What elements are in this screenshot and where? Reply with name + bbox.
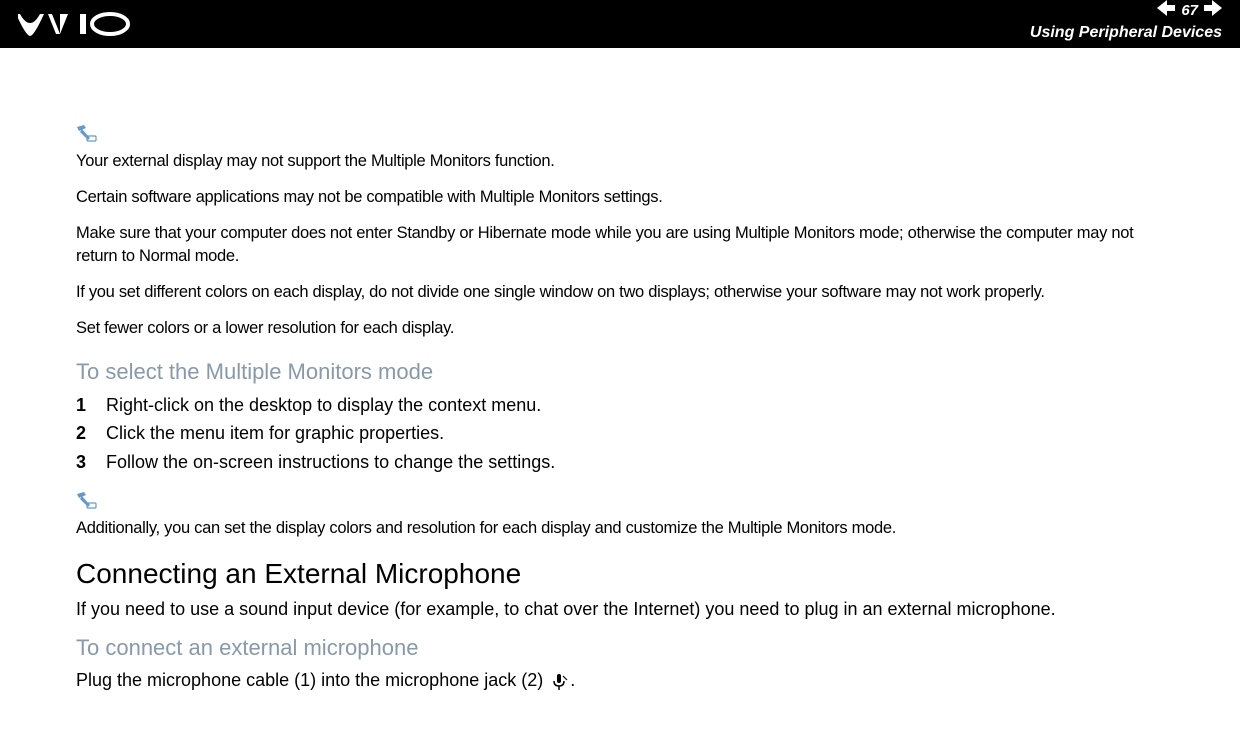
note-text: Your external display may not support th…: [76, 150, 1164, 173]
steps-list: 1 Right-click on the desktop to display t…: [76, 391, 1164, 477]
section-heading: Connecting an External Microphone: [76, 558, 1164, 590]
page-number: 67: [1181, 2, 1198, 19]
step-number: 3: [76, 448, 90, 477]
note-block-1: Your external display may not support th…: [76, 124, 1164, 341]
note-text: Additionally, you can set the display co…: [76, 517, 1164, 540]
body-text: Plug the microphone cable (1) into the m…: [76, 667, 1164, 695]
subsection-heading: To connect an external microphone: [76, 635, 1164, 661]
page-content: Your external display may not support th…: [0, 48, 1240, 727]
next-page-icon[interactable]: [1204, 0, 1222, 21]
note-text: Certain software applications may not be…: [76, 186, 1164, 209]
list-item: 3 Follow the on-screen instructions to ch…: [76, 448, 1164, 477]
step-text: Right-click on the desktop to display th…: [106, 391, 541, 420]
list-item: 1 Right-click on the desktop to display t…: [76, 391, 1164, 420]
vaio-logo: [18, 12, 148, 36]
step-text: Click the menu item for graphic properti…: [106, 419, 444, 448]
note-text: If you set different colors on each disp…: [76, 281, 1164, 304]
prev-page-icon[interactable]: [1157, 0, 1175, 21]
microphone-icon: [550, 668, 568, 695]
note-icon: [76, 124, 1164, 148]
note-text: Set fewer colors or a lower resolution f…: [76, 317, 1164, 340]
body-text-after: .: [570, 670, 575, 690]
step-number: 1: [76, 391, 90, 420]
step-text: Follow the on-screen instructions to cha…: [106, 448, 555, 477]
list-item: 2 Click the menu item for graphic propert…: [76, 419, 1164, 448]
body-text: If you need to use a sound input device …: [76, 596, 1164, 623]
note-icon: [76, 491, 1164, 515]
note-text: Make sure that your computer does not en…: [76, 222, 1164, 268]
subsection-heading: To select the Multiple Monitors mode: [76, 359, 1164, 385]
step-number: 2: [76, 419, 90, 448]
note-block-2: Additionally, you can set the display co…: [76, 491, 1164, 540]
header-section-title: Using Peripheral Devices: [1030, 24, 1222, 42]
body-text-before: Plug the microphone cable (1) into the m…: [76, 670, 548, 690]
page-nav: 67: [1157, 0, 1222, 21]
page-header: 67 Using Peripheral Devices: [0, 0, 1240, 48]
